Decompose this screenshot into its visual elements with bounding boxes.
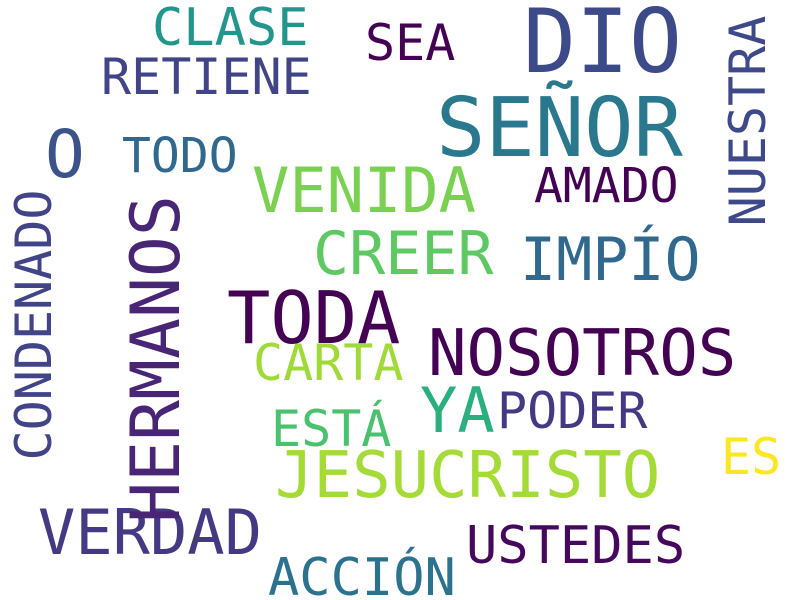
word-ustedes: USTEDES: [466, 516, 686, 576]
word-es: ES: [721, 428, 782, 486]
word-esta: ESTÁ: [271, 400, 392, 458]
word-creer: CREER: [313, 219, 494, 289]
word-dio: DIO: [523, 0, 682, 93]
word-accion: ACCIÓN: [268, 548, 456, 600]
word-senor: SEÑOR: [436, 81, 683, 176]
word-clase: CLASE: [152, 0, 309, 58]
word-todo: TODO: [122, 128, 238, 184]
word-jesucristo: JESUCRISTO: [275, 439, 661, 513]
word-o: O: [45, 116, 85, 193]
word-amado: AMADO: [534, 158, 679, 214]
word-condenado: CONDENADO: [5, 189, 63, 461]
word-venida: VENIDA: [252, 154, 476, 227]
word-ya: YA: [420, 374, 495, 447]
word-carta: CARTA: [253, 334, 404, 392]
word-poder: PODER: [497, 382, 648, 440]
word-toda: TODA: [227, 276, 401, 360]
word-impio: IMPÍO: [520, 225, 701, 295]
word-hermanos: HERMANOS: [117, 195, 196, 523]
word-verdad: VERDAD: [38, 496, 262, 569]
word-nosotros: NOSOTROS: [428, 317, 737, 391]
word-sea: SEA: [365, 14, 456, 72]
word-retiene: RETIENE: [101, 48, 312, 106]
word-nuestra: NUESTRA: [719, 15, 777, 227]
